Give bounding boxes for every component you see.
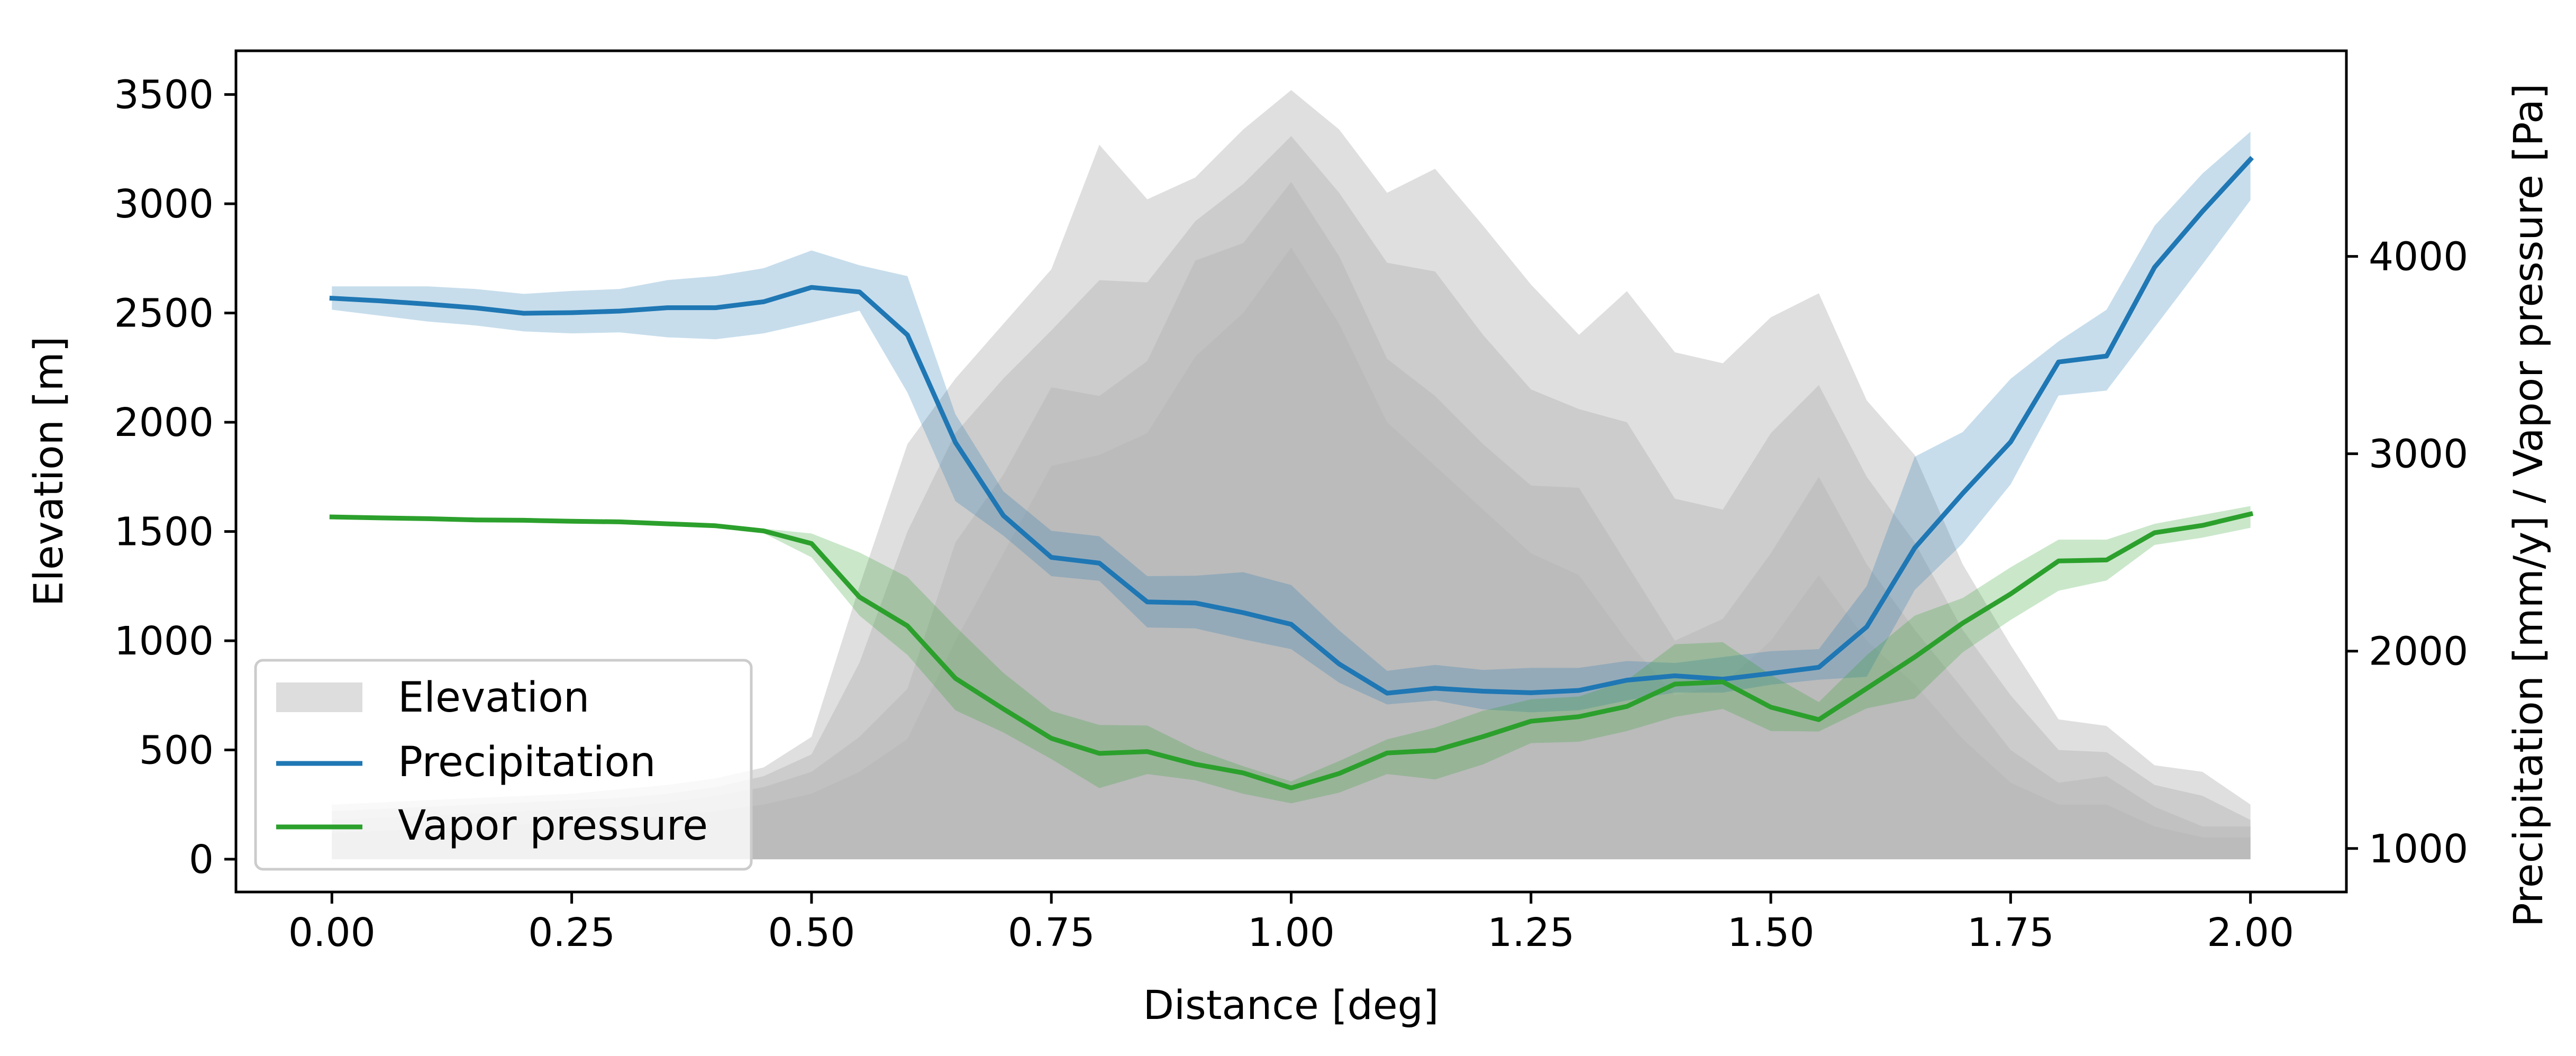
y-tick-label-left: 3000 xyxy=(114,181,214,227)
y-tick-label-left: 500 xyxy=(139,728,214,773)
vapor-pressure-line xyxy=(329,511,2254,790)
y-tick-label-right: 1000 xyxy=(2369,826,2468,872)
y-axis-label-right: Precipitation [mm/y] / Vapor pressure [P… xyxy=(2505,84,2552,927)
precipitation-band xyxy=(332,131,2251,713)
y-tick-label-left: 1000 xyxy=(114,618,214,664)
precipitation-line xyxy=(329,156,2254,696)
elevation-area-median xyxy=(332,181,2251,860)
x-tick-label: 0.75 xyxy=(1008,910,1095,955)
vapor-pressure-band xyxy=(332,506,2251,804)
axes: 0.00 0.25 0.50 0.75 1.00 1.25 1.50 1.75 2.00 0 500… xyxy=(114,72,2469,955)
plot-area xyxy=(329,90,2254,860)
x-tick-label: 1.25 xyxy=(1487,910,1574,955)
legend-swatch-elevation xyxy=(276,682,362,712)
legend-label-vapor-pressure: Vapor pressure xyxy=(398,802,708,850)
legend-label-elevation: Elevation xyxy=(398,674,589,722)
x-tick-label: 1.00 xyxy=(1248,910,1335,955)
x-tick-label: 0.00 xyxy=(288,910,376,955)
x-tick-label: 0.25 xyxy=(528,910,615,955)
y-tick-label-left: 3500 xyxy=(114,72,214,118)
x-tick-label: 0.50 xyxy=(768,910,855,955)
y-tick-label-left: 1500 xyxy=(114,509,214,555)
y-tick-label-left: 2000 xyxy=(114,400,214,445)
legend-label-precipitation: Precipitation xyxy=(398,739,656,786)
y-tick-label-left: 2500 xyxy=(114,291,214,336)
x-tick-label: 2.00 xyxy=(2207,910,2294,955)
x-tick-label: 1.75 xyxy=(1967,910,2054,955)
elevation-area-max xyxy=(332,90,2251,860)
y-axis-label-left: Elevation [m] xyxy=(25,336,72,607)
x-tick-label: 1.50 xyxy=(1727,910,1815,955)
y-tick-label-left: 0 xyxy=(189,837,214,882)
elevation-area-upper xyxy=(332,136,2251,860)
y-tick-label-right: 4000 xyxy=(2369,234,2468,280)
legend: Elevation Precipitation Vapor pressure xyxy=(254,659,753,871)
x-axis-label: Distance [deg] xyxy=(1143,981,1439,1028)
legend-frame xyxy=(254,659,753,871)
y-tick-label-right: 3000 xyxy=(2369,432,2468,477)
y-tick-label-right: 2000 xyxy=(2369,629,2468,675)
